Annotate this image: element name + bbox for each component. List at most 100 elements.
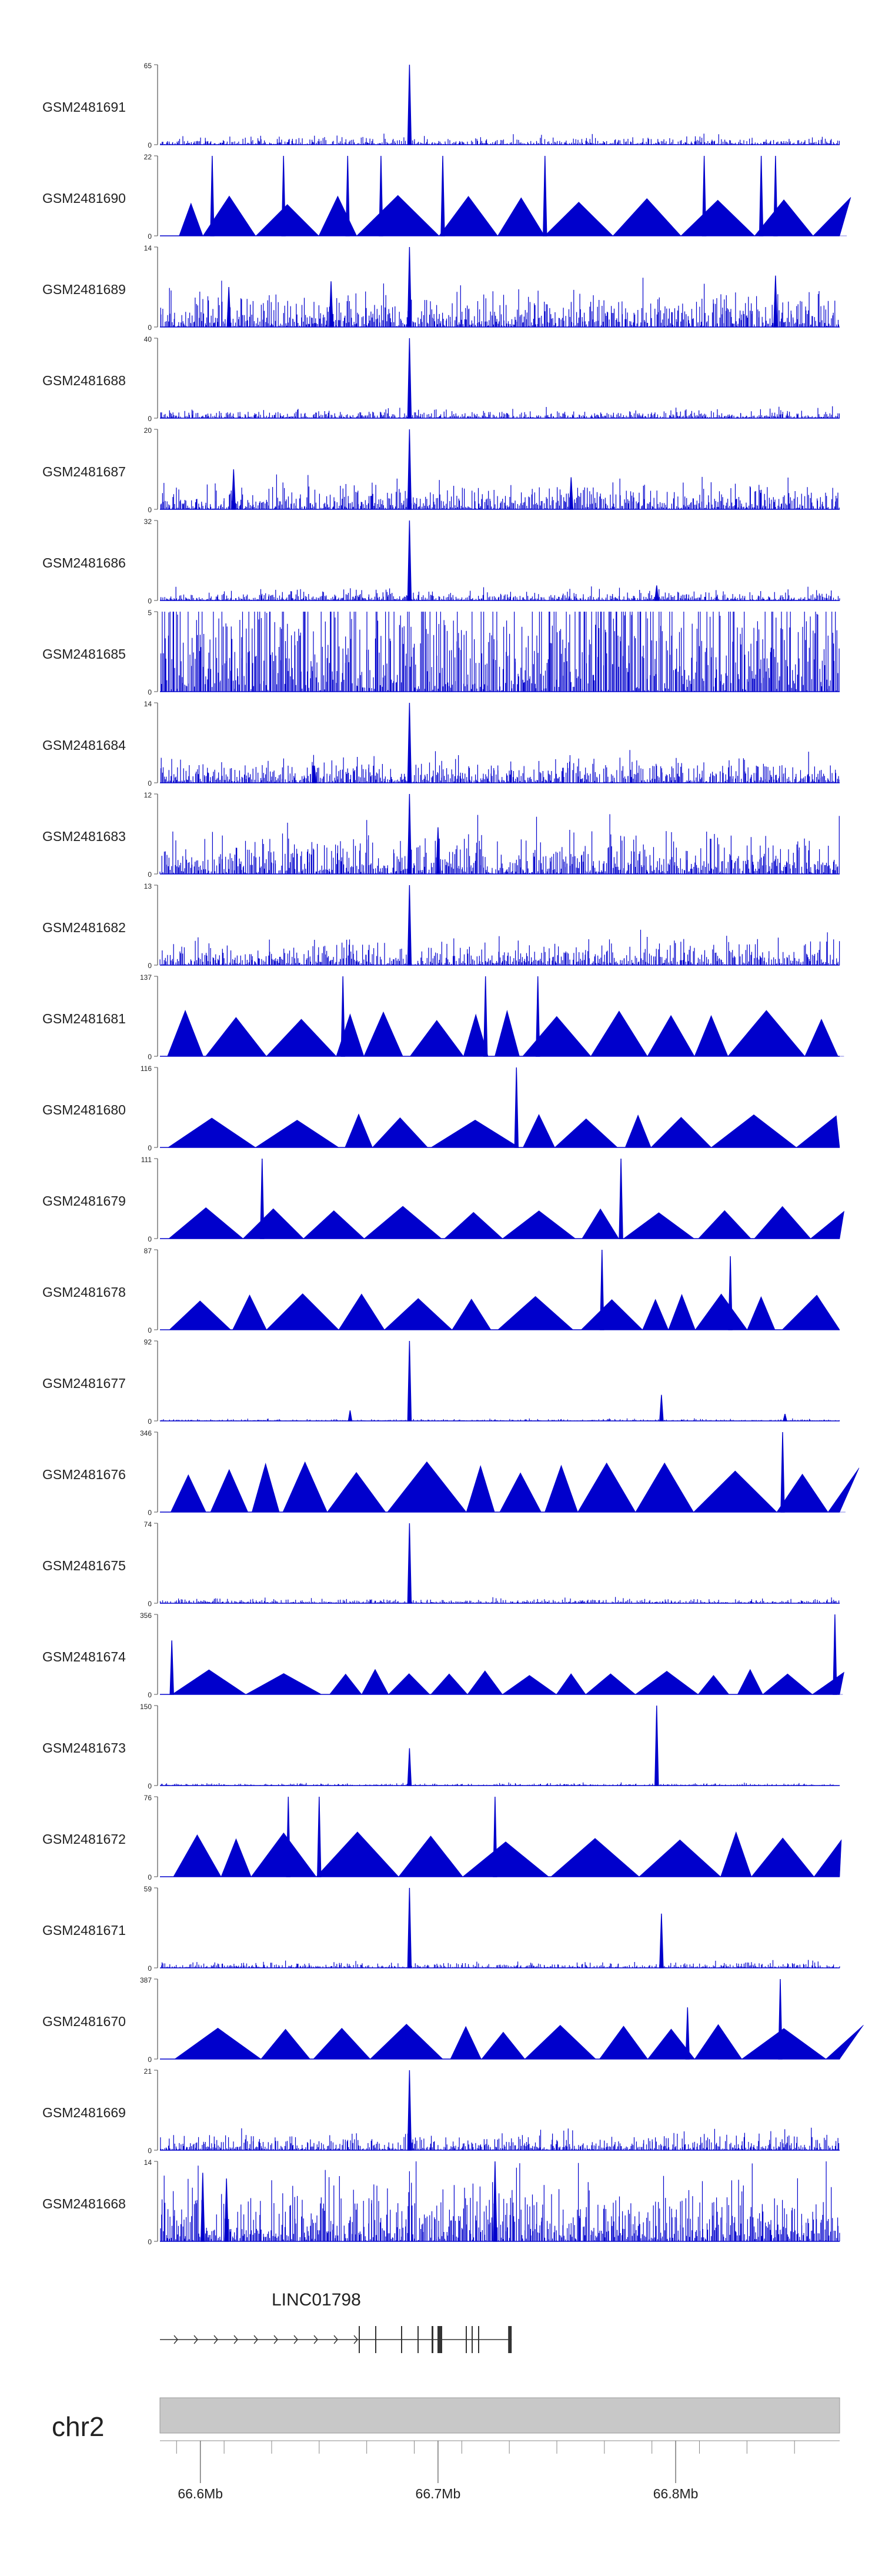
signal-peak [780, 1432, 785, 1513]
signal-peak [407, 1748, 412, 1786]
y-tick-label-min: 0 [148, 1144, 152, 1152]
y-tick-label-max: 116 [141, 1065, 152, 1073]
track-GSM2481687: GSM2481687 20 0 [42, 426, 840, 514]
track-GSM2481689: GSM2481689 14 0 [42, 244, 840, 332]
signal-peak [407, 520, 412, 601]
y-tick-label-max: 65 [144, 62, 152, 70]
track-GSM2481678: GSM2481678 87 0 [42, 1247, 840, 1334]
track-GSM2481686: GSM2481686 32 0 [42, 518, 840, 605]
y-tick-label-max: 59 [144, 1885, 152, 1893]
y-tick-label-min: 0 [148, 2056, 152, 2064]
y-tick-label-min: 0 [148, 2147, 152, 2155]
strand-arrow [313, 2335, 318, 2344]
y-tick-label-min: 0 [148, 688, 152, 696]
y-tick-label-min: 0 [148, 1964, 152, 1973]
track-label: GSM2481685 [42, 646, 126, 662]
signal-area [167, 1113, 840, 1148]
y-tick-label-max: 13 [144, 882, 152, 890]
signal-noise [160, 134, 840, 145]
exon-block [359, 2326, 360, 2353]
strand-arrow [173, 2335, 178, 2344]
track-GSM2481690: GSM2481690 22 0 [42, 153, 851, 241]
chromosome-bar [159, 2397, 840, 2434]
track-GSM2481684: GSM2481684 14 0 [42, 700, 840, 788]
genomic-coordinate-axis: 66.6Mb 66.7Mb 66.8Mb [160, 2440, 840, 2501]
signal-peak [340, 976, 345, 1057]
signal-peak [281, 155, 286, 236]
signal-peak [701, 155, 707, 236]
y-tick-label-min: 0 [148, 1417, 152, 1426]
track-GSM2481685: GSM2481685 5 0 [42, 609, 840, 696]
signal-peak [659, 1394, 664, 1422]
signal-peak [436, 827, 440, 875]
signal-peak [169, 1640, 174, 1695]
signal-peak [407, 338, 412, 419]
signal-noise [160, 1960, 840, 1968]
y-tick-label-max: 22 [144, 153, 152, 161]
signal-peak [329, 281, 333, 328]
y-tick-label-min: 0 [148, 415, 152, 423]
signal-noise [161, 750, 840, 783]
exon-block [401, 2326, 402, 2353]
signal-peak [778, 1978, 783, 2060]
track-GSM2481688: GSM2481688 40 0 [42, 335, 840, 423]
strand-arrow [353, 2335, 358, 2344]
signal-peak [759, 155, 764, 236]
track-GSM2481673: GSM2481673 150 0 [42, 1703, 840, 1790]
y-tick-label-max: 92 [144, 1338, 152, 1346]
y-tick-label-min: 0 [148, 1600, 152, 1608]
y-tick-label-min: 0 [148, 1326, 152, 1334]
signal-noise [159, 929, 840, 965]
signal-area [167, 1009, 844, 1057]
signal-peak [224, 2178, 229, 2242]
track-GSM2481674: GSM2481674 356 0 [42, 1611, 844, 1699]
y-tick-label-min: 0 [148, 1782, 152, 1790]
signal-peak [210, 155, 215, 236]
track-GSM2481680: GSM2481680 116 0 [42, 1065, 840, 1152]
strand-arrow [253, 2335, 258, 2344]
chromosome-label: chr2 [52, 2411, 104, 2442]
y-tick-label-max: 12 [144, 791, 152, 799]
strand-arrow [333, 2335, 338, 2344]
track-GSM2481670: GSM2481670 387 0 [42, 1976, 864, 2064]
track-GSM2481669: GSM2481669 21 0 [42, 2067, 840, 2155]
y-tick-label-max: 40 [144, 335, 152, 343]
y-tick-label-max: 76 [144, 1794, 152, 1802]
signal-peak [407, 702, 412, 783]
signal-peak [317, 1796, 322, 1877]
y-tick-label-max: 74 [144, 1520, 152, 1529]
signal-peak [407, 1887, 412, 1968]
signal-peak [201, 2173, 205, 2242]
y-tick-label-max: 111 [141, 1156, 152, 1164]
track-label: GSM2481683 [42, 829, 126, 844]
signal-peak [260, 1158, 265, 1239]
track-label: GSM2481689 [42, 282, 126, 297]
track-label: GSM2481687 [42, 464, 126, 479]
y-tick-label-min: 0 [148, 779, 152, 788]
track-label: GSM2481672 [42, 1831, 126, 1847]
signal-noise [160, 586, 840, 600]
signal-peak [833, 1614, 837, 1695]
track-GSM2481682: GSM2481682 13 0 [42, 882, 840, 970]
y-tick-label-max: 346 [140, 1429, 152, 1437]
signal-peak [407, 2070, 412, 2151]
gene-annotation-track: LINC01798 [160, 2290, 512, 2353]
exon-block [375, 2326, 376, 2353]
signal-noise [160, 1782, 840, 1786]
track-GSM2481691: GSM2481691 65 0 [42, 62, 840, 149]
track-GSM2481681: GSM2481681 137 0 [42, 973, 844, 1061]
y-tick-label-min: 0 [148, 1053, 152, 1061]
y-tick-label-min: 0 [148, 597, 152, 605]
signal-peak [619, 1158, 623, 1239]
strand-arrow [193, 2335, 198, 2344]
track-label: GSM2481669 [42, 2105, 126, 2120]
exon-block [437, 2326, 442, 2353]
signal-noise [159, 1597, 840, 1603]
axis-tick-label: 66.6Mb [178, 2486, 223, 2501]
signal-peak [543, 155, 547, 236]
track-GSM2481672: GSM2481672 76 0 [42, 1794, 842, 1881]
gene-label-linc01798: LINC01798 [272, 2290, 361, 2310]
strand-arrow [273, 2335, 278, 2344]
y-tick-label-min: 0 [148, 1691, 152, 1699]
y-tick-label-max: 387 [140, 1976, 152, 1984]
